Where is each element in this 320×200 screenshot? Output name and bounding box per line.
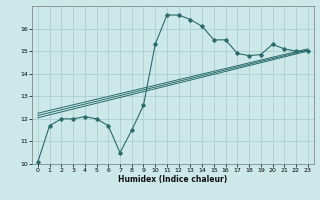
X-axis label: Humidex (Indice chaleur): Humidex (Indice chaleur) [118, 175, 228, 184]
